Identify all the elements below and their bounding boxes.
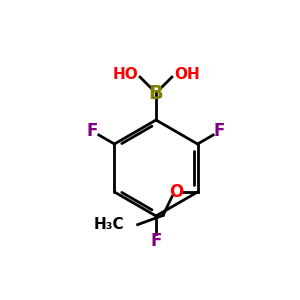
Text: H₃C: H₃C [94, 217, 124, 232]
Text: B: B [148, 83, 164, 103]
Text: O: O [169, 183, 184, 201]
Text: F: F [150, 232, 162, 250]
Text: F: F [87, 122, 98, 140]
Text: F: F [214, 122, 225, 140]
Text: HO: HO [112, 68, 138, 82]
Text: OH: OH [174, 68, 200, 82]
